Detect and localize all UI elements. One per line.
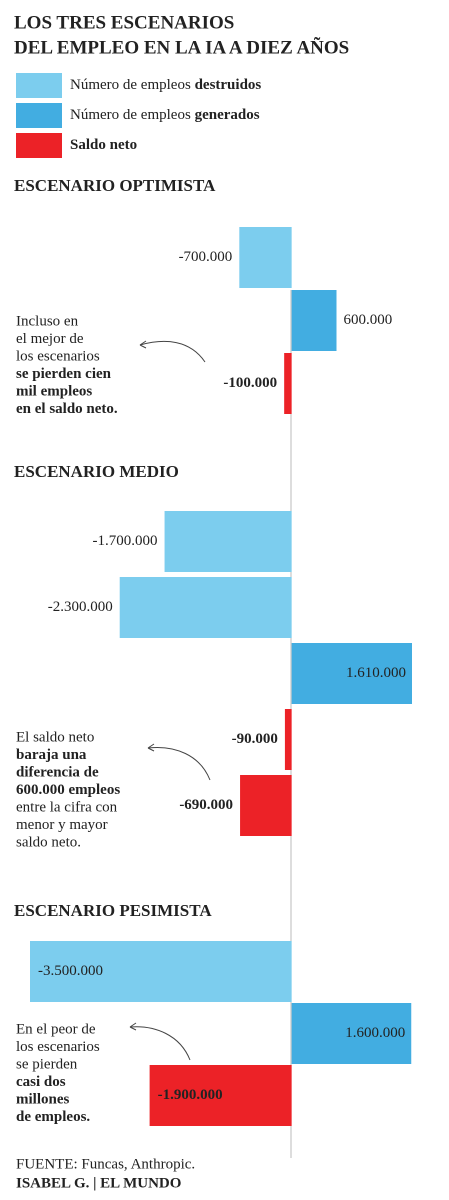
- value-label: -690.000: [179, 797, 233, 813]
- legend-text: Número de empleos: [70, 77, 195, 93]
- arrows: [129, 340, 211, 1061]
- bar: [240, 775, 292, 836]
- title-line: LOS TRES ESCENARIOS: [14, 12, 234, 33]
- bar: [291, 1003, 412, 1064]
- panel-title: ESCENARIO OPTIMISTA: [14, 176, 216, 195]
- panel-title: ESCENARIO MEDIO: [14, 462, 179, 481]
- note-line: El saldo neto: [16, 729, 94, 745]
- bar: [30, 941, 292, 1002]
- value-label: 1.600.000: [345, 1025, 405, 1041]
- bar: [164, 511, 292, 572]
- legend-text-bold: generados: [195, 107, 260, 123]
- note-line: saldo neto.: [16, 834, 81, 850]
- note-line: diferencia de: [16, 764, 99, 780]
- legend-label: Número de empleos generados: [70, 107, 260, 123]
- note-line: En el peor de: [16, 1021, 96, 1037]
- bar: [291, 290, 337, 351]
- title-line: DEL EMPLEO EN LA IA A DIEZ AÑOS: [14, 36, 349, 58]
- legend-swatch: [16, 73, 62, 98]
- note-line: menor y mayor: [16, 817, 108, 833]
- value-label: -100.000: [223, 375, 277, 391]
- note-line: mil empleos: [16, 383, 92, 399]
- legend-label: Saldo neto: [70, 137, 137, 153]
- note-line: casi dos: [16, 1074, 66, 1090]
- bar: [119, 577, 292, 638]
- note-line: los escenarios: [16, 348, 100, 364]
- panel-title: ESCENARIO PESIMISTA: [14, 901, 212, 920]
- bar: [291, 643, 412, 704]
- note-line: en el saldo neto.: [16, 401, 118, 417]
- bar: [149, 1065, 292, 1126]
- bar: [284, 709, 292, 770]
- note-line: se pierden cien: [16, 366, 112, 382]
- legend-label: Número de empleos destruidos: [70, 77, 261, 93]
- value-label: -2.300.000: [48, 599, 113, 615]
- legend-swatch: [16, 133, 62, 158]
- legend-text: Número de empleos: [70, 107, 195, 123]
- value-label: -90.000: [232, 731, 278, 747]
- value-label: 600.000: [343, 312, 392, 328]
- note-line: de empleos.: [16, 1109, 90, 1125]
- bar: [284, 353, 292, 414]
- value-label: 1.610.000: [346, 665, 406, 681]
- source: FUENTE: Funcas, Anthropic.: [16, 1156, 195, 1172]
- value-label: -700.000: [179, 249, 233, 265]
- note-line: millones: [16, 1091, 69, 1107]
- legend-swatch: [16, 103, 62, 128]
- value-label: -1.900.000: [158, 1087, 223, 1103]
- note-line: 600.000 empleos: [16, 782, 120, 798]
- bar: [239, 227, 292, 288]
- credit: ISABEL G. | EL MUNDO: [16, 1175, 181, 1191]
- legend-text-bold: Saldo neto: [70, 137, 137, 153]
- note-line: Incluso en: [16, 313, 79, 329]
- note-line: los escenarios: [16, 1039, 100, 1055]
- value-label: -1.700.000: [93, 533, 158, 549]
- value-label: -3.500.000: [38, 963, 103, 979]
- note-line: se pierden: [16, 1056, 78, 1072]
- legend-text-bold: destruidos: [195, 77, 262, 93]
- note-line: entre la cifra con: [16, 799, 118, 815]
- note-line: baraja una: [16, 747, 87, 763]
- note-line: el mejor de: [16, 331, 84, 347]
